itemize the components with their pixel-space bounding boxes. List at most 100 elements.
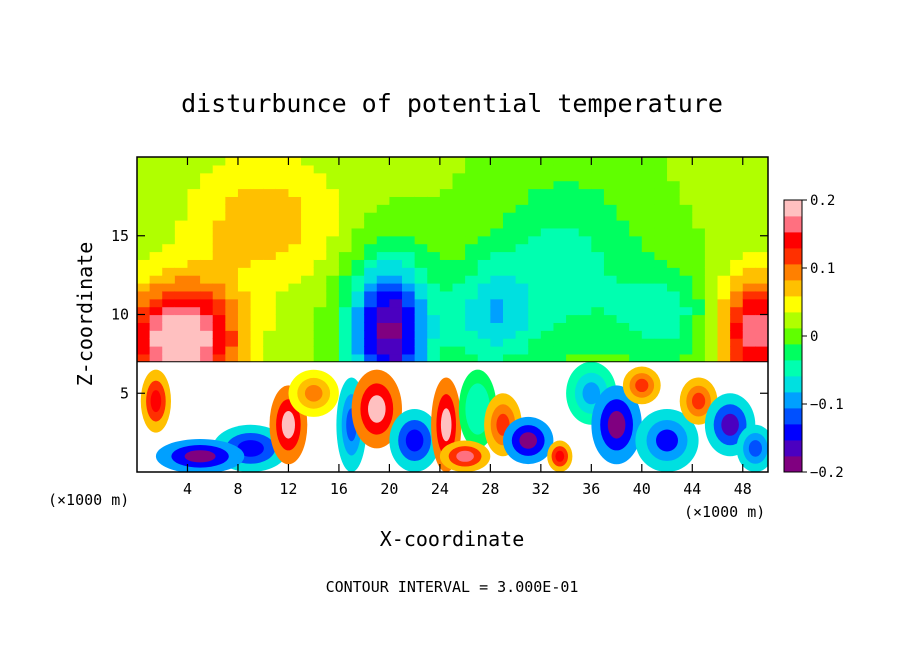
heatmap-cell	[174, 259, 189, 268]
heatmap-cell	[742, 188, 756, 197]
heatmap-cell	[212, 212, 226, 221]
heatmap-cell	[263, 267, 277, 276]
heatmap-cell	[566, 235, 580, 245]
heatmap-cell	[603, 346, 618, 355]
heatmap-cell	[351, 322, 365, 331]
heatmap-cell	[679, 298, 693, 308]
heatmap-cell	[603, 267, 618, 276]
heatmap-cell	[338, 251, 353, 260]
heatmap-cell	[376, 322, 390, 331]
heatmap-cell	[465, 227, 479, 237]
heatmap-cell	[187, 172, 201, 182]
heatmap-cell	[591, 346, 605, 355]
heatmap-cell	[351, 227, 365, 237]
heatmap-cell	[692, 346, 706, 355]
heatmap-cell	[654, 346, 668, 355]
heatmap-cell	[326, 275, 340, 284]
heatmap-cell	[200, 157, 214, 166]
heatmap-cell	[288, 212, 302, 221]
colorbar-swatch	[784, 440, 802, 457]
heatmap-cell	[212, 157, 226, 166]
heatmap-cell	[137, 306, 151, 316]
heatmap-cell	[439, 283, 454, 292]
heatmap-cell	[376, 172, 390, 182]
heatmap-cell	[389, 164, 403, 174]
heatmap-cell	[313, 235, 327, 245]
heatmap-cell	[641, 353, 656, 363]
heatmap-cell	[301, 243, 315, 253]
heatmap-cell	[225, 346, 239, 355]
heatmap-cell	[704, 172, 719, 182]
heatmap-cell	[212, 267, 226, 276]
heatmap-cell	[603, 243, 618, 253]
heatmap-cell	[439, 330, 454, 339]
heatmap-cell	[402, 306, 416, 316]
heatmap-cell	[616, 267, 630, 276]
heatmap-cell	[515, 306, 529, 316]
heatmap-cell	[225, 188, 239, 197]
heatmap-cell	[591, 283, 605, 292]
heatmap-cell	[755, 330, 768, 339]
lower-layer-blob	[555, 450, 565, 462]
heatmap-cell	[540, 353, 555, 363]
heatmap-cell	[149, 306, 163, 316]
heatmap-cell	[730, 188, 744, 197]
heatmap-cell	[326, 220, 340, 229]
heatmap-cell	[162, 290, 176, 300]
heatmap-cell	[540, 220, 555, 229]
heatmap-cell	[654, 330, 668, 339]
heatmap-cell	[730, 172, 744, 182]
heatmap-cell	[730, 306, 744, 316]
heatmap-cell	[376, 220, 390, 229]
heatmap-cell	[566, 330, 580, 339]
heatmap-cell	[288, 290, 302, 300]
heatmap-cell	[603, 251, 618, 260]
heatmap-cell	[515, 172, 529, 182]
heatmap-cell	[137, 267, 151, 276]
heatmap-cell	[742, 227, 756, 237]
heatmap-cell	[149, 157, 163, 166]
heatmap-cell	[439, 338, 454, 347]
heatmap-cell	[212, 338, 226, 347]
heatmap-cell	[263, 314, 277, 323]
heatmap-cell	[174, 243, 189, 253]
heatmap-cell	[326, 196, 340, 205]
heatmap-cell	[288, 251, 302, 260]
heatmap-cell	[200, 220, 214, 229]
heatmap-cell	[629, 338, 643, 347]
heatmap-cell	[578, 290, 592, 300]
heatmap-cell	[174, 212, 189, 221]
heatmap-cell	[667, 188, 681, 197]
heatmap-cell	[477, 290, 491, 300]
heatmap-cell	[376, 338, 390, 347]
heatmap-cell	[515, 188, 529, 197]
heatmap-cell	[137, 235, 151, 245]
heatmap-cell	[237, 275, 252, 284]
heatmap-cell	[313, 227, 327, 237]
heatmap-cell	[591, 267, 605, 276]
heatmap-cell	[351, 204, 365, 213]
heatmap-cell	[515, 275, 529, 284]
heatmap-cell	[200, 306, 214, 316]
heatmap-cell	[553, 180, 567, 190]
heatmap-cell	[692, 322, 706, 331]
heatmap-cell	[452, 188, 466, 197]
heatmap-cell	[578, 243, 592, 253]
heatmap-cell	[439, 188, 454, 197]
heatmap-cell	[629, 227, 643, 237]
heatmap-cell	[288, 353, 302, 363]
heatmap-cell	[351, 164, 365, 174]
heatmap-cell	[263, 346, 277, 355]
heatmap-cell	[389, 338, 403, 347]
heatmap-cell	[376, 290, 390, 300]
heatmap-cell	[717, 283, 731, 292]
heatmap-cell	[137, 164, 151, 174]
heatmap-cell	[364, 204, 378, 213]
heatmap-cell	[742, 259, 756, 268]
heatmap-cell	[237, 251, 252, 260]
heatmap-cell	[616, 346, 630, 355]
heatmap-cell	[212, 227, 226, 237]
heatmap-cell	[313, 290, 327, 300]
heatmap-cell	[528, 275, 542, 284]
heatmap-cell	[730, 338, 744, 347]
